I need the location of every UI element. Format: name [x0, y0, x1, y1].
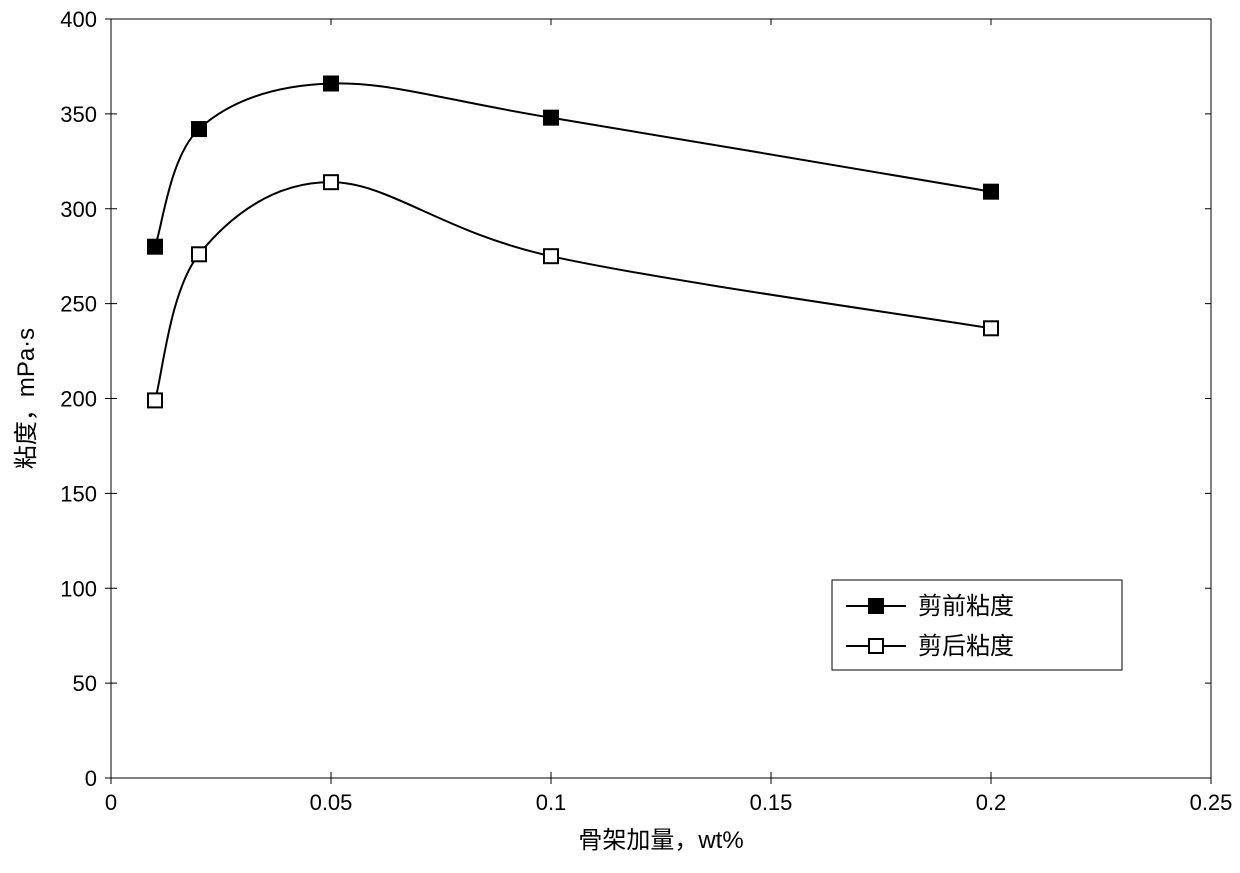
legend-label-before: 剪前粘度 — [918, 593, 1014, 620]
x-axis-label: 骨架加量，wt% — [578, 827, 743, 854]
marker-after — [324, 175, 338, 189]
x-tick-label: 0.05 — [310, 790, 353, 815]
marker-after — [148, 393, 162, 407]
marker-before — [984, 185, 998, 199]
y-tick-label: 400 — [60, 7, 97, 32]
x-tick-label: 0.25 — [1190, 790, 1233, 815]
chart-container: 0 0.05 0.1 0.15 0.2 0.25 0 50 100 150 200 250 300 350… — [0, 0, 1240, 873]
y-tick-label: 200 — [60, 387, 97, 412]
marker-after — [192, 247, 206, 261]
y-tick-label: 0 — [85, 766, 97, 791]
x-tick-label: 0.1 — [536, 790, 567, 815]
marker-before — [324, 77, 338, 91]
marker-after — [984, 321, 998, 335]
legend-marker-before — [869, 599, 883, 613]
x-tick-label: 0 — [105, 790, 117, 815]
y-tick-label: 350 — [60, 102, 97, 127]
x-tick-label: 0.2 — [976, 790, 1007, 815]
y-tick-label: 100 — [60, 576, 97, 601]
viscosity-chart: 0 0.05 0.1 0.15 0.2 0.25 0 50 100 150 200 250 300 350… — [0, 0, 1240, 873]
y-tick-label: 300 — [60, 197, 97, 222]
marker-before — [544, 111, 558, 125]
x-tick-label: 0.15 — [750, 790, 793, 815]
marker-before — [192, 122, 206, 136]
y-tick-label: 50 — [73, 671, 97, 696]
y-tick-label: 150 — [60, 481, 97, 506]
marker-after — [544, 249, 558, 263]
y-axis-label: 粘度，mPa·s — [13, 328, 40, 469]
y-tick-label: 250 — [60, 292, 97, 317]
legend-marker-after — [869, 639, 883, 653]
marker-before — [148, 240, 162, 254]
legend-label-after: 剪后粘度 — [918, 633, 1014, 660]
